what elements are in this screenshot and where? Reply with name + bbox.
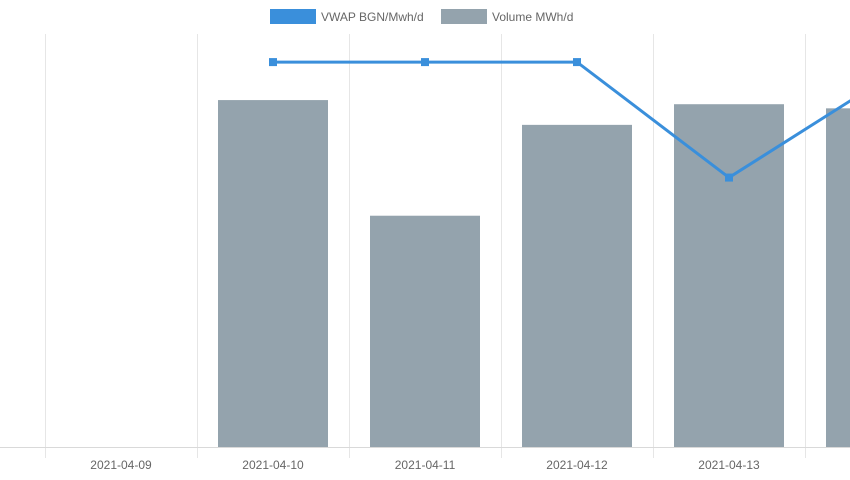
volume-bar — [826, 108, 850, 447]
legend-label-vwap: VWAP BGN/Mwh/d — [321, 10, 424, 24]
legend: VWAP BGN/Mwh/d Volume MWh/d — [270, 9, 573, 24]
vwap-line-series — [269, 58, 850, 182]
volume-bar — [674, 104, 784, 448]
vwap-point — [269, 58, 277, 67]
legend-label-volume: Volume MWh/d — [492, 10, 573, 24]
legend-swatch-volume — [441, 9, 487, 24]
legend-swatch-vwap — [270, 9, 316, 24]
vwap-point — [725, 173, 733, 182]
legend-item-vwap[interactable]: VWAP BGN/Mwh/d — [270, 9, 424, 24]
x-tick-label: 2021-04-09 — [90, 458, 152, 472]
x-tick-label: 2021-04-12 — [546, 458, 608, 472]
grid-lines — [0, 34, 850, 458]
volume-bar — [218, 100, 328, 447]
x-axis: 2021-04-082021-04-092021-04-102021-04-11… — [0, 458, 760, 472]
x-tick-label: 2021-04-10 — [242, 458, 304, 472]
volume-bar — [522, 124, 632, 448]
vwap-point — [573, 58, 581, 67]
legend-item-volume[interactable]: Volume MWh/d — [441, 9, 573, 24]
x-tick-label: 2021-04-11 — [395, 458, 456, 472]
volume-bars — [218, 100, 850, 448]
x-tick-label: 2021-04-13 — [698, 458, 760, 472]
vwap-point — [421, 58, 429, 67]
volume-bar — [370, 215, 480, 447]
